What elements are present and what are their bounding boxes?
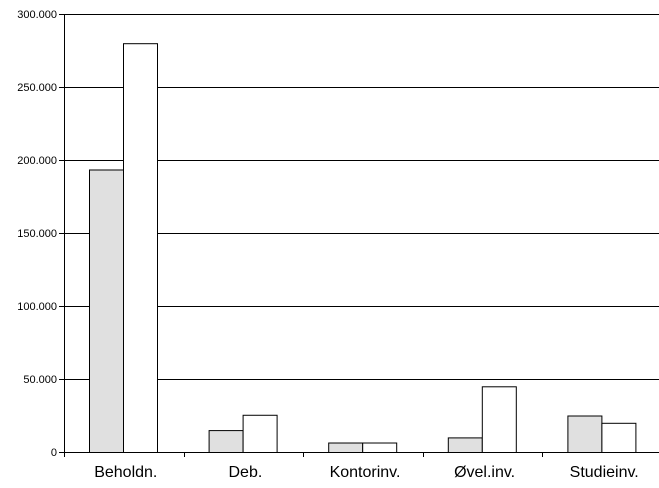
x-tick-label: Deb. bbox=[229, 464, 263, 481]
x-tick-label: Kontorinv. bbox=[330, 464, 401, 481]
bar-series-2 bbox=[242, 414, 278, 453]
bar-series-1 bbox=[89, 169, 124, 454]
bar-series-1 bbox=[328, 442, 364, 454]
x-tick-labels: Beholdn. Deb. Kontorinv. Øvel.inv. Studieinv… bbox=[94, 464, 639, 481]
bar-series-2 bbox=[123, 43, 158, 453]
y-tick-label: 50.000 bbox=[23, 374, 57, 386]
bars bbox=[89, 43, 637, 454]
y-tick-label: 100.000 bbox=[17, 301, 57, 313]
gridlines bbox=[64, 14, 659, 380]
y-tick-label: 200.000 bbox=[17, 155, 57, 167]
x-tick-label: Øvel.inv. bbox=[454, 464, 515, 481]
bar-series-2 bbox=[362, 442, 398, 454]
y-tick-labels: 0 50.000 100.000 150.000 200.000 250.000 300.0… bbox=[17, 9, 57, 459]
bar-series-1 bbox=[567, 415, 603, 453]
bar-series-2 bbox=[481, 386, 517, 453]
x-tick-label: Beholdn. bbox=[94, 464, 157, 481]
x-tick-label: Studieinv. bbox=[570, 464, 639, 481]
y-tick-label: 300.000 bbox=[17, 9, 57, 21]
axes bbox=[59, 14, 659, 457]
bar-series-2 bbox=[601, 422, 637, 453]
bar-series-1 bbox=[208, 430, 244, 454]
y-tick-label: 150.000 bbox=[17, 228, 57, 240]
y-tick-label: 0 bbox=[51, 447, 57, 459]
y-tick-label: 250.000 bbox=[17, 82, 57, 94]
bar-series-1 bbox=[447, 437, 483, 453]
